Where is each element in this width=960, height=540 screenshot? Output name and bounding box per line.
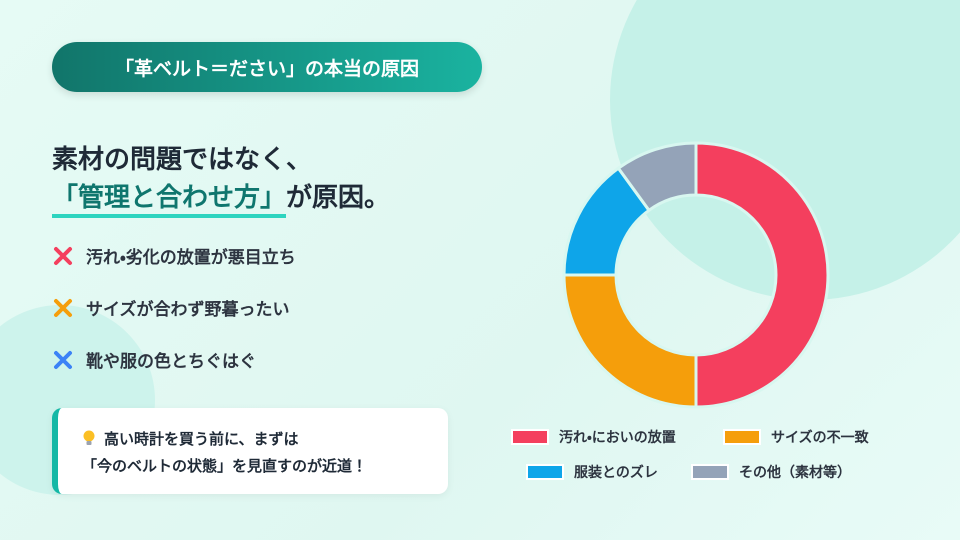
heading-line: 素材の問題ではなく、 [52,144,313,174]
tip-line: 高い時計を買う前に、まずは [82,426,448,453]
legend-label: 汚れ・においの放置 [559,429,676,445]
donut-segment [562,273,698,409]
legend-swatch [511,429,549,445]
x-icon [54,298,72,317]
point-text: 汚れ・劣化の放置が悪目立ち [86,248,296,267]
tip-box: 高い時計を買う前に、まずは 「今のベルトの状態」を見直すのが近道！ [52,408,448,494]
heading: 素材の問題ではなく、 「管理と合わせ方」が原因。 [52,140,390,218]
x-icon [54,350,72,369]
heading-line: 「管理と合わせ方」が原因。 [52,178,390,218]
tip-text: 「今のベルトの状態」を見直すのが近道！ [82,458,368,475]
badge: 「革ベルト＝ださい」の本当の原因 [52,42,482,92]
x-icon [54,246,72,265]
heading-emphasis: 「管理と合わせ方」 [52,180,287,218]
legend-swatch [691,464,729,480]
donut-segment [694,141,830,409]
legend-label: その他（素材等） [739,464,851,480]
point: 汚れ・劣化の放置が悪目立ち [52,243,296,268]
legend-label: サイズの不一致 [771,429,870,445]
heading-rest: が原因。 [286,182,391,212]
point: サイズが合わず野暮ったい [52,295,290,320]
bulb-icon [83,430,95,445]
tip-text: 高い時計を買う前に、まずは [104,431,299,448]
point-text: サイズが合わず野暮ったい [86,300,290,319]
legend-swatch [723,429,761,445]
point: 靴や服の色とちぐはぐ [52,347,256,372]
legend-swatch [526,464,564,480]
donut-segment [616,141,698,213]
legend-label: 服装とのズレ [574,464,658,480]
point-text: 靴や服の色とちぐはぐ [86,352,256,371]
